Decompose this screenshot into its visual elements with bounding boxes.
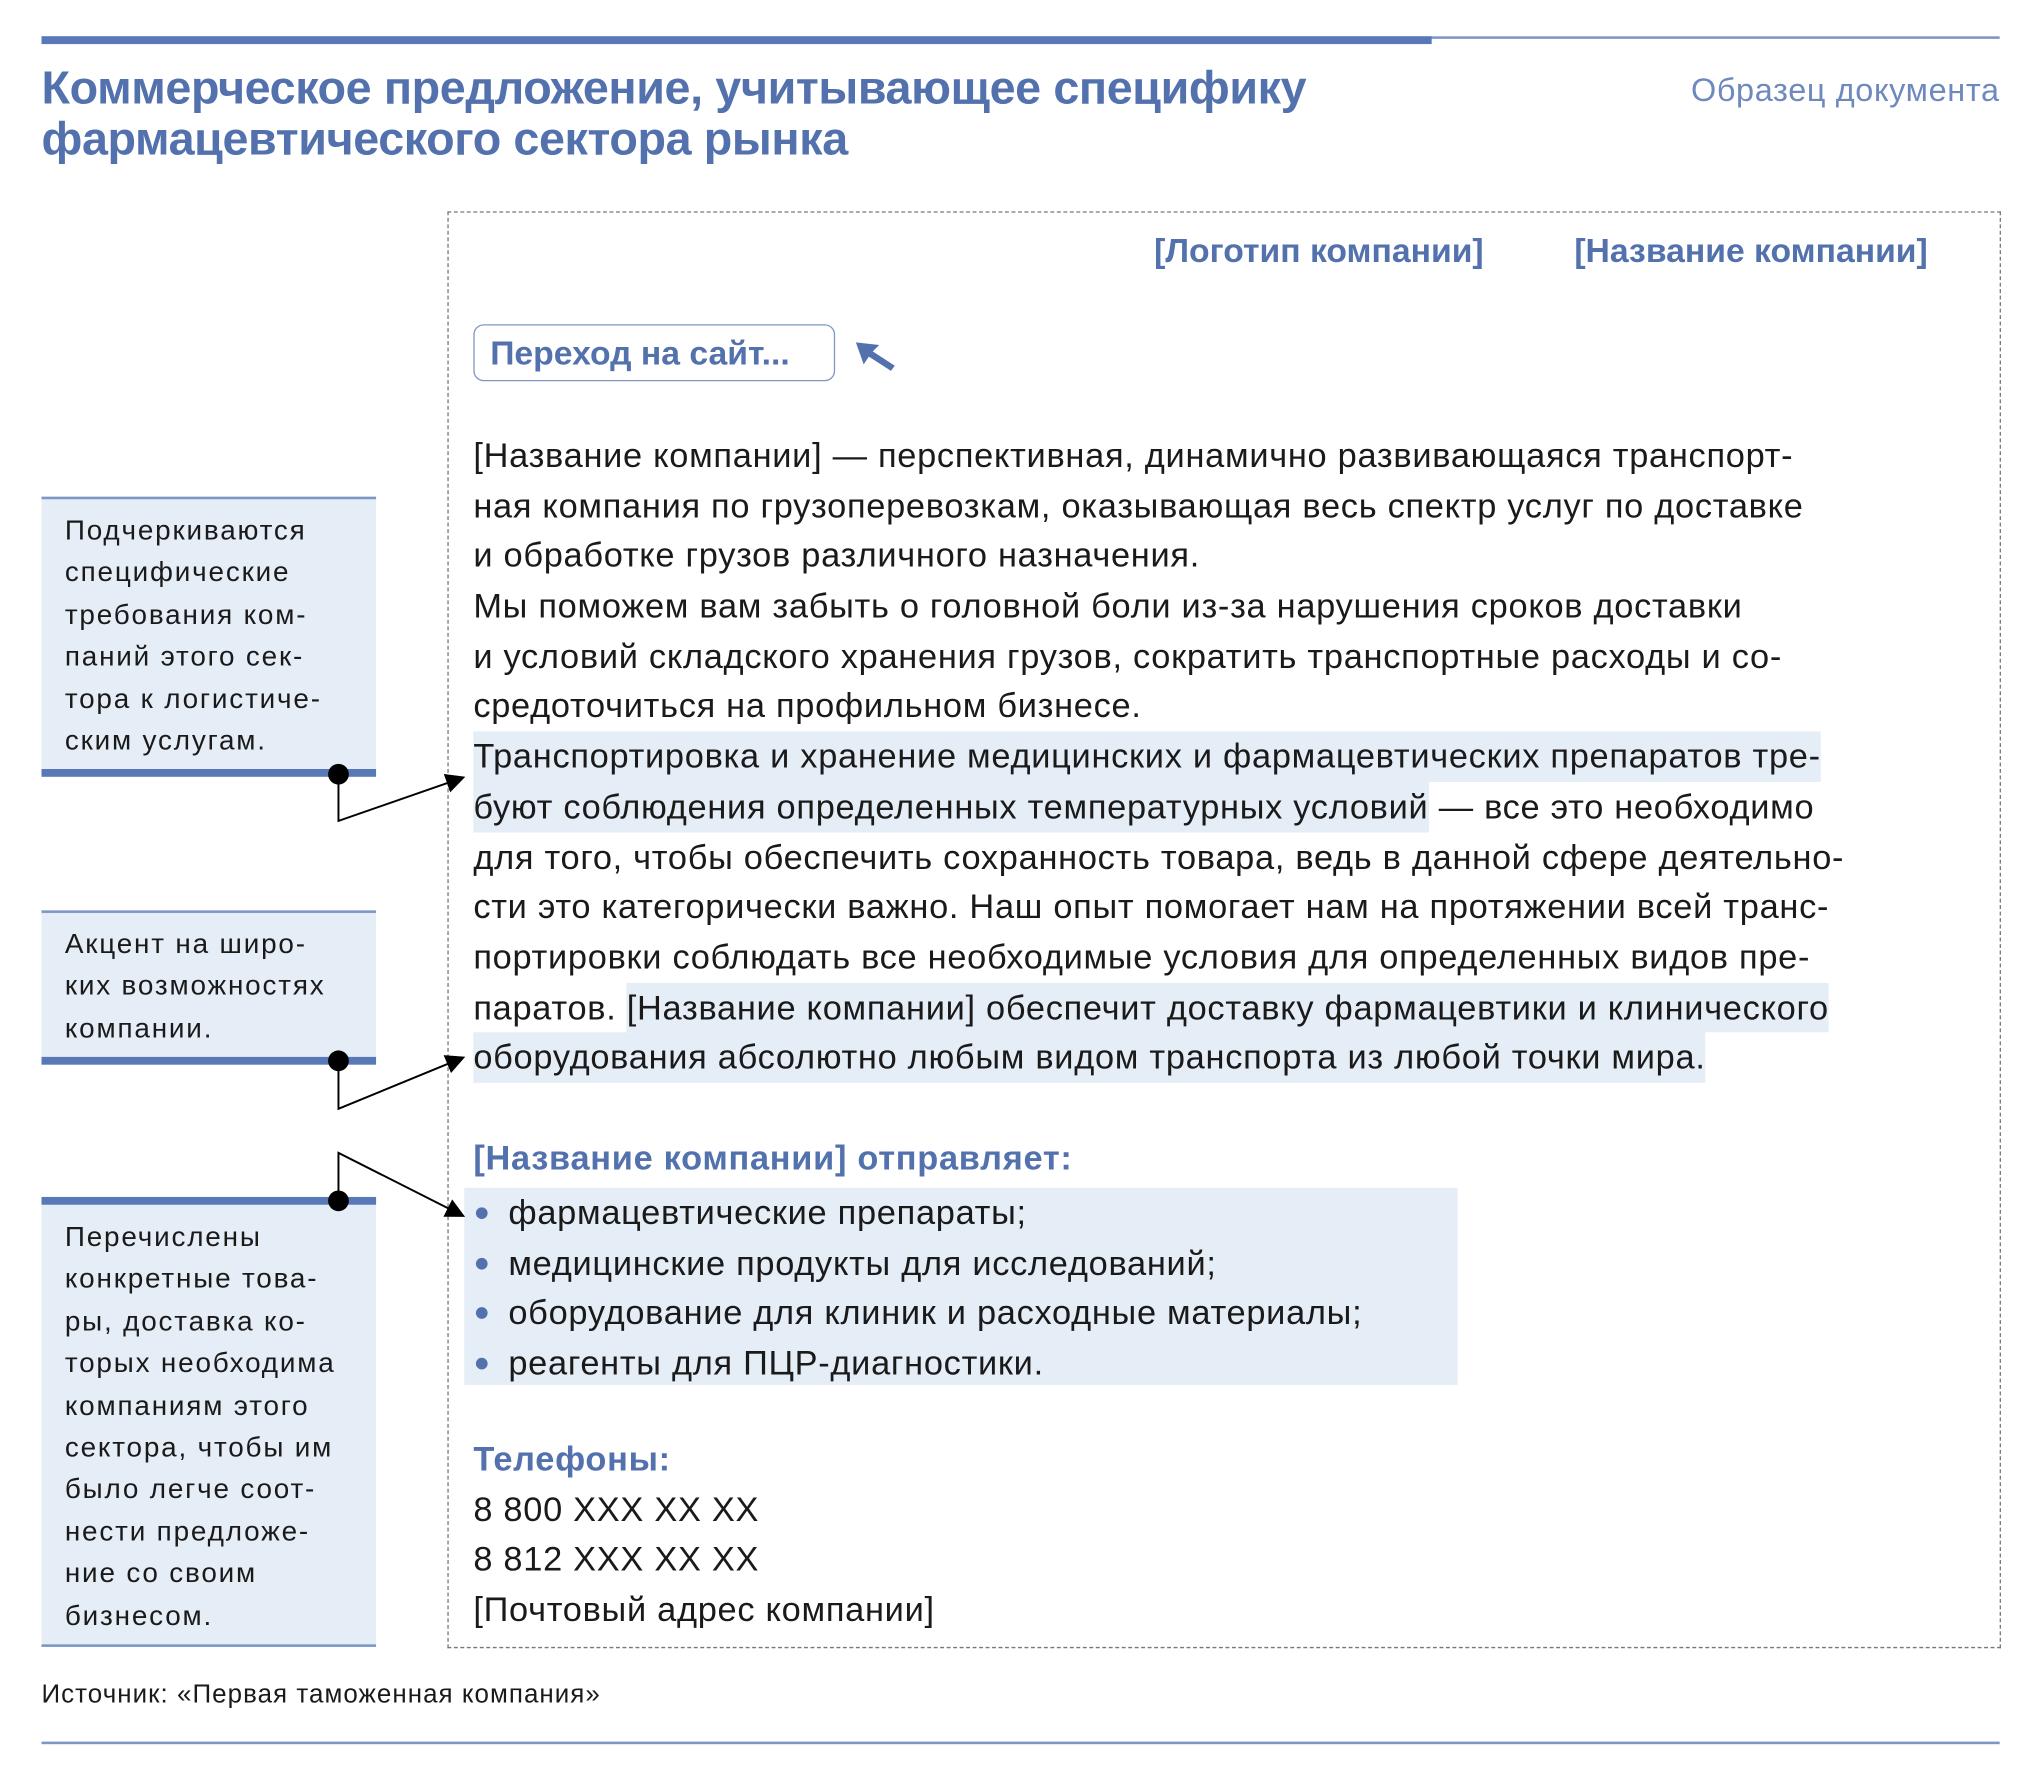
divider [41,1644,377,1647]
bullet-icon [475,1357,488,1370]
annotation-line: конкретные това- [64,1263,319,1295]
annotation-line: ние со своим [64,1557,258,1589]
annotation-line: компании. [64,1012,214,1044]
text-segment: [Название компании] — перспективная, дин… [473,435,1794,475]
phones-heading: Телефоны: [473,1439,671,1479]
text-segment: Мы поможем вам забыть о головной боли из… [473,586,1743,626]
text-line: буют соблюдения определенных температурн… [473,781,1844,832]
divider [41,1056,377,1065]
title-line: Коммерческое предложение, учитывающее сп… [41,60,1307,115]
annotation-line: паний этого сек- [64,640,305,673]
list-item: реагенты для ПЦР-диагностики. [464,1338,1457,1388]
list-item-text: фармацевтические препараты; [508,1193,1027,1232]
annotation-line: специфические [64,556,291,588]
annotation-line: Акцент на широ- [64,928,307,960]
arrow-cursor-icon [855,342,895,371]
divider [41,1196,377,1205]
top-rule-thick [41,36,1432,45]
text-segment: паратов. [473,987,627,1027]
annotation-line: ским услугам. [64,724,267,757]
connector-3 [328,1151,466,1217]
annotation-line: Перечислены [64,1221,262,1253]
connector-1 [328,763,466,823]
page-title: Коммерческое предложение, учитывающее сп… [41,62,1306,163]
text-segment: ная компания по грузоперевозкам, оказыва… [473,485,1804,525]
annotation-box: Акцент на широ- ких возможностях компани… [41,910,377,1065]
text-line: портировки соблюдать все необходимые усл… [473,932,1844,982]
highlighted-segment: буют соблюдения определенных температурн… [473,781,1429,832]
annotation-line: сектора, чтобы им [64,1431,334,1463]
annotation-line: было легче соот- [64,1473,317,1505]
text-line: оборудования абсолютно любым видом транс… [473,1032,1844,1083]
company-name-placeholder: [Название компании] [1574,230,1928,270]
logo-placeholder: [Логотип компании] [1154,230,1484,270]
text-line: для того, чтобы обеспечить сохранность т… [473,832,1844,882]
list-item: медицинские продукты для исследований; [464,1238,1457,1288]
document-type-label: Образец документа [1690,72,2000,109]
text-line: паратов. [Название компании] обеспечит д… [473,982,1844,1033]
annotation-line: ры, доставка ко- [64,1305,307,1337]
list-item-text: реагенты для ПЦР-диагностики. [508,1343,1044,1383]
list-item-text: медицинские продукты для исследований; [508,1243,1217,1283]
postal-address: [Почтовый адрес компании] [473,1589,935,1629]
text-segment: портировки соблюдать все необходимые усл… [473,937,1811,977]
bullet-icon [475,1257,488,1270]
annotation-box: Подчеркиваются специфические требования … [41,496,377,777]
text-line: ная компания по грузоперевозкам, оказыва… [473,481,1844,531]
offer-text: [Название компании] — перспективная, дин… [473,431,1844,1184]
annotation-line: Подчеркиваются [64,514,307,546]
text-line: сти это категорически важно. Наш опыт по… [473,882,1844,932]
phone: 8 800 XXX XX XX [473,1489,760,1529]
annotation-line: ких возможностях [64,970,326,1002]
list-item: фармацевтические препараты; [464,1188,1457,1238]
annotation-line: нести предложе- [64,1515,310,1547]
list-item: оборудование для клиник и расходные мате… [464,1288,1457,1338]
divider [41,769,377,777]
source-note: Источник: «Первая таможенная компания» [41,1680,601,1710]
text-segment: средоточиться на профильном бизнесе. [473,686,1142,726]
bullet-icon [475,1207,488,1219]
annotation-line: тора к логистиче- [64,682,322,715]
text-segment: и обработке грузов различного назначения… [473,536,1200,575]
ships-list: фармацевтические препараты; медицинские … [464,1187,1458,1388]
annotation-line: торых необходима [64,1347,336,1379]
text-line: и обработке грузов различного назначения… [473,531,1844,581]
text-line: [Название компании] — перспективная, дин… [473,431,1844,481]
divider [41,910,377,913]
title-line: фармацевтического сектора рынка [41,111,848,165]
highlighted-segment: оборудования абсолютно любым видом транс… [473,1032,1706,1083]
phone: 8 812 XXX XX XX [473,1539,760,1579]
bottom-rule [41,1741,2000,1745]
ships-heading: [Название компании] отправляет: [473,1138,1073,1178]
highlighted-segment: Транспортировка и хранение медицинских и… [473,731,1821,782]
text-segment: и условий складского хранения грузов, со… [473,636,1782,676]
text-line: Транспортировка и хранение медицинских и… [473,731,1844,782]
text-line: Мы поможем вам забыть о головной боли из… [473,581,1844,631]
list-item-text: оборудование для клиник и расходные мате… [508,1293,1363,1333]
text-line: средоточиться на профильном бизнесе. [473,681,1844,731]
divider [41,496,377,500]
document-frame [447,211,2001,1649]
text-segment: — все это необходимо [1428,786,1815,826]
text-segment: сти это категорически важно. Наш опыт по… [473,887,1830,927]
highlighted-segment: [Название компании] обеспечит доставку ф… [626,982,1829,1033]
annotation-box: Перечислены конкретные това- ры, доставк… [41,1196,377,1647]
text-line: и условий складского хранения грузов, со… [473,631,1844,681]
contacts: Телефоны: 8 800 XXX XX XX 8 812 XXX XX X… [473,1434,934,1635]
connector-2 [328,1050,466,1111]
go-to-site-button[interactable]: Переход на сайт... [473,324,836,382]
annotation-line: бизнесом. [64,1599,214,1631]
annotation-line: компаниям этого [64,1389,310,1421]
annotation-line: требования ком- [64,598,308,631]
text-segment: для того, чтобы обеспечить сохранность т… [473,837,1845,876]
bullet-icon [475,1307,488,1320]
